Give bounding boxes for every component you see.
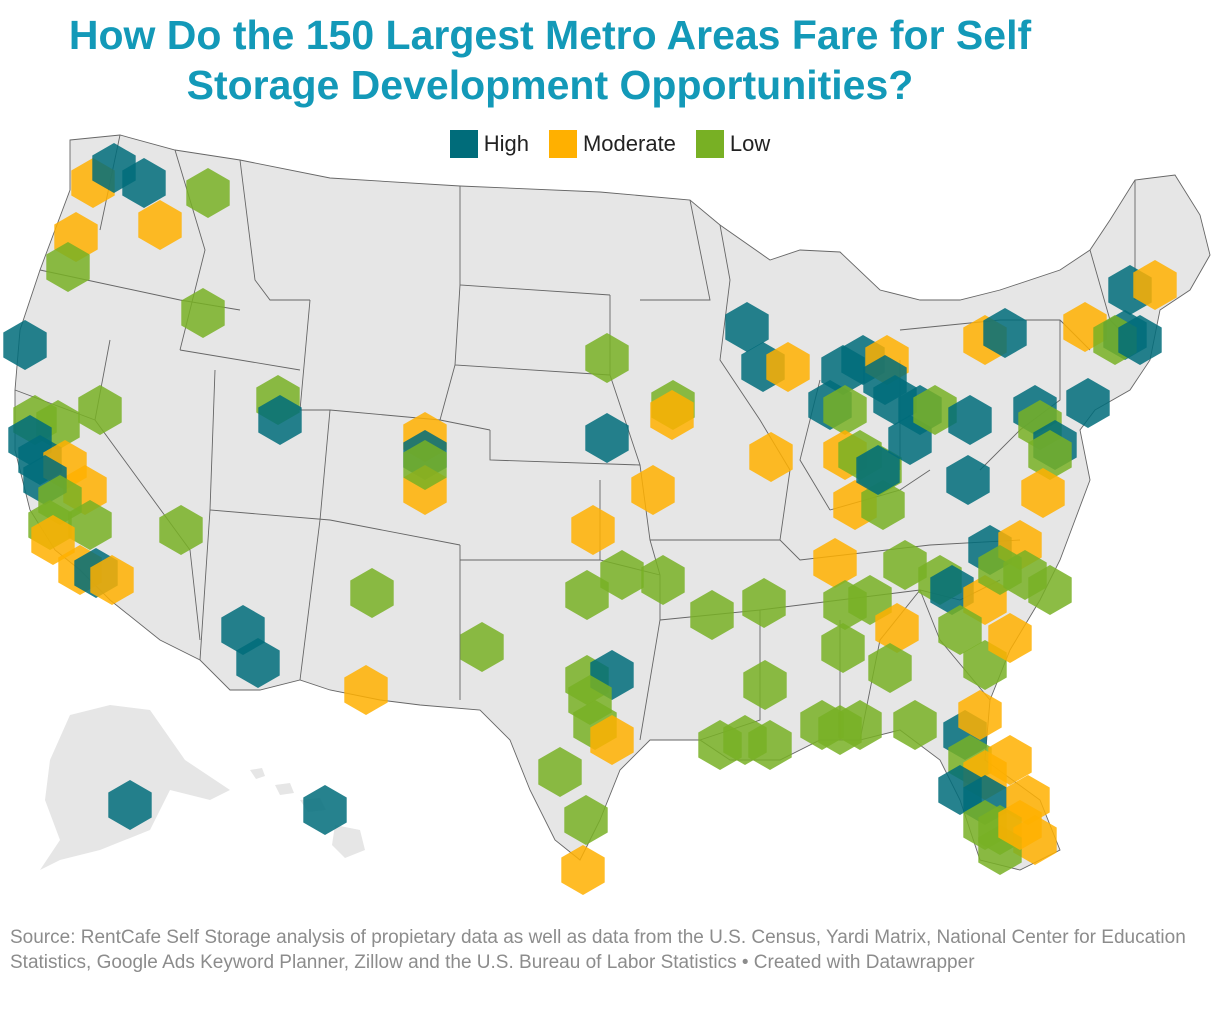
metro-hex-low[interactable] bbox=[868, 643, 912, 693]
hawaii-shape bbox=[250, 768, 365, 858]
source-note: Source: RentCafe Self Storage analysis o… bbox=[10, 927, 1186, 973]
metro-hex-moderate[interactable] bbox=[813, 538, 857, 588]
metro-hex-moderate[interactable] bbox=[958, 690, 1002, 740]
metro-hex-low[interactable] bbox=[913, 385, 957, 435]
metro-hex-moderate[interactable] bbox=[631, 465, 675, 515]
metro-hex-low[interactable] bbox=[159, 505, 203, 555]
metro-hex-high[interactable] bbox=[930, 565, 974, 615]
legend-swatch-moderate bbox=[548, 130, 577, 158]
metro-hex-layer bbox=[3, 143, 1177, 895]
metro-hex-low[interactable] bbox=[181, 288, 225, 338]
metro-hex-high[interactable] bbox=[983, 308, 1027, 358]
metro-hex-low[interactable] bbox=[585, 333, 629, 383]
metro-hex-moderate[interactable] bbox=[1133, 260, 1177, 310]
metro-hex-low[interactable] bbox=[883, 540, 927, 590]
metro-hex-low[interactable] bbox=[46, 242, 90, 292]
metro-hex-low[interactable] bbox=[460, 622, 504, 672]
legend-item-high: High bbox=[449, 130, 529, 158]
legend-label-high: High bbox=[483, 131, 529, 156]
legend-item-moderate: Moderate bbox=[548, 130, 676, 158]
metro-hex-low[interactable] bbox=[690, 590, 734, 640]
metro-hex-low[interactable] bbox=[78, 385, 122, 435]
metro-hex-high[interactable] bbox=[856, 445, 900, 495]
legend-label-low: Low bbox=[729, 131, 771, 156]
metro-hex-high[interactable] bbox=[725, 302, 769, 352]
legend-swatch-low bbox=[695, 130, 724, 158]
metro-hex-high[interactable] bbox=[303, 785, 347, 835]
metro-hex-high[interactable] bbox=[1118, 315, 1162, 365]
chart-title: How Do the 150 Largest Metro Areas Fare … bbox=[0, 10, 1100, 110]
metro-hex-low[interactable] bbox=[893, 700, 937, 750]
title-line-1: How Do the 150 Largest Metro Areas Fare … bbox=[68, 12, 1032, 58]
legend-label-moderate: Moderate bbox=[582, 131, 676, 156]
metro-hex-moderate[interactable] bbox=[1021, 468, 1065, 518]
metro-hex-moderate[interactable] bbox=[766, 342, 810, 392]
metro-hex-high[interactable] bbox=[1066, 378, 1110, 428]
metro-hex-low[interactable] bbox=[978, 545, 1022, 595]
metro-hex-moderate[interactable] bbox=[138, 200, 182, 250]
metro-hex-low[interactable] bbox=[938, 605, 982, 655]
legend-swatch-high bbox=[449, 130, 478, 158]
metro-hex-low[interactable] bbox=[748, 720, 792, 770]
contiguous-us-shape bbox=[15, 135, 1210, 870]
metro-hex-low[interactable] bbox=[823, 385, 867, 435]
metro-hex-moderate[interactable] bbox=[561, 845, 605, 895]
metro-hex-low[interactable] bbox=[350, 568, 394, 618]
metro-hex-moderate[interactable] bbox=[749, 432, 793, 482]
metro-hex-low[interactable] bbox=[565, 570, 609, 620]
metro-hex-low[interactable] bbox=[600, 550, 644, 600]
metro-hex-high[interactable] bbox=[946, 455, 990, 505]
metro-hex-moderate[interactable] bbox=[650, 390, 694, 440]
metro-hex-moderate[interactable] bbox=[31, 515, 75, 565]
metro-hex-low[interactable] bbox=[641, 555, 685, 605]
metro-hex-high[interactable] bbox=[3, 320, 47, 370]
metro-hex-moderate[interactable] bbox=[571, 505, 615, 555]
us-hex-map bbox=[3, 134, 1211, 895]
metro-hex-moderate[interactable] bbox=[90, 555, 134, 605]
metro-hex-low[interactable] bbox=[186, 168, 230, 218]
title-line-2: Storage Development Opportunities? bbox=[186, 62, 914, 108]
metro-hex-low[interactable] bbox=[743, 660, 787, 710]
metro-hex-low[interactable] bbox=[821, 623, 865, 673]
legend: High Moderate Low bbox=[0, 130, 1220, 158]
metro-hex-high[interactable] bbox=[258, 395, 302, 445]
metro-hex-moderate[interactable] bbox=[998, 800, 1042, 850]
metro-hex-low[interactable] bbox=[68, 500, 112, 550]
metro-hex-moderate[interactable] bbox=[988, 613, 1032, 663]
metro-hex-low[interactable] bbox=[403, 440, 447, 490]
metro-hex-high[interactable] bbox=[122, 158, 166, 208]
metro-hex-high[interactable] bbox=[585, 413, 629, 463]
metro-hex-low[interactable] bbox=[861, 480, 905, 530]
metro-hex-low[interactable] bbox=[1028, 565, 1072, 615]
metro-hex-moderate[interactable] bbox=[344, 665, 388, 715]
metro-hex-moderate[interactable] bbox=[590, 715, 634, 765]
metro-hex-low[interactable] bbox=[742, 578, 786, 628]
legend-item-low: Low bbox=[695, 130, 771, 158]
metro-hex-low[interactable] bbox=[564, 795, 608, 845]
metro-hex-high[interactable] bbox=[108, 780, 152, 830]
metro-hex-low[interactable] bbox=[538, 747, 582, 797]
metro-hex-high[interactable] bbox=[948, 395, 992, 445]
metro-hex-low[interactable] bbox=[1028, 430, 1072, 480]
metro-hex-low[interactable] bbox=[838, 700, 882, 750]
metro-hex-high[interactable] bbox=[236, 638, 280, 688]
metro-hex-moderate[interactable] bbox=[875, 603, 919, 653]
